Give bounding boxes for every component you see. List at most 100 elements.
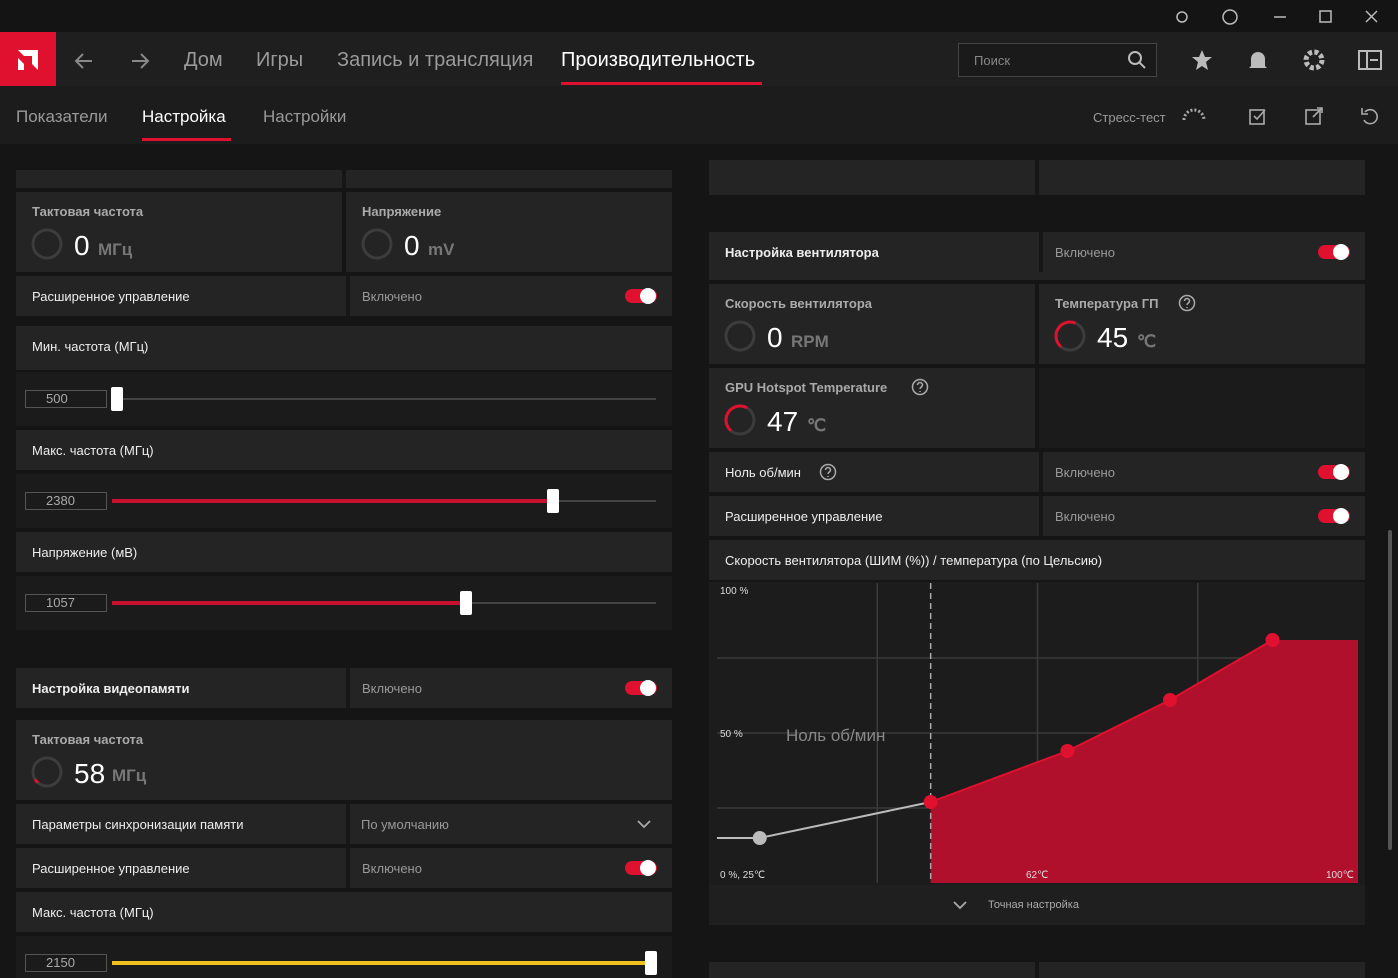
stress-test-icon[interactable] <box>1180 106 1208 124</box>
setting-value-cell <box>1039 496 1365 536</box>
setting-row <box>16 326 672 370</box>
scrollbar-thumb <box>1388 530 1392 850</box>
setting-label: Макс. частота (МГц) <box>32 443 154 458</box>
panel-bottom-split <box>1035 962 1039 978</box>
notifications-icon[interactable] <box>1246 48 1270 72</box>
metric-value: 58 <box>74 758 106 789</box>
setting-label: Расширенное управление <box>32 289 190 304</box>
panel-top-split <box>342 170 346 188</box>
sub-tab[interactable]: Настройки <box>263 107 347 126</box>
setting-state: Включено <box>362 289 422 304</box>
reset-icon[interactable] <box>1360 106 1380 126</box>
setting-label: Настройка вентилятора <box>725 245 879 260</box>
setting-value-cell <box>1039 452 1365 492</box>
setting-label: Мин. частота (МГц) <box>32 339 149 354</box>
sidebar-icon[interactable] <box>1358 50 1382 70</box>
export-icon[interactable] <box>1304 106 1324 126</box>
x-axis-label: 0 %, 25℃ <box>720 870 766 881</box>
amd-logo-mark <box>18 50 38 70</box>
window-controls[interactable] <box>1170 6 1390 28</box>
help-icon[interactable] <box>911 378 929 396</box>
toggle[interactable] <box>624 286 658 306</box>
metric-cell <box>709 284 1035 364</box>
favorites-icon[interactable] <box>1190 48 1214 72</box>
gauge <box>724 320 756 352</box>
metric-unit: mV <box>428 240 455 259</box>
toggle[interactable] <box>624 858 658 878</box>
help-icon[interactable] <box>819 463 837 481</box>
metric-label: Напряжение <box>362 204 442 219</box>
gauge <box>31 228 63 260</box>
slider-value-box[interactable] <box>25 390 107 408</box>
slider-value: 2150 <box>46 955 75 970</box>
sub-tab[interactable]: Показатели <box>16 107 108 126</box>
slider-fill <box>112 601 466 605</box>
apply-icon[interactable] <box>1248 106 1268 126</box>
search-box[interactable] <box>958 43 1157 77</box>
search-icon <box>1128 51 1146 69</box>
nav-tab[interactable]: Дом <box>184 49 223 71</box>
slider-thumb[interactable] <box>644 951 657 975</box>
slider-value: 1057 <box>46 595 75 610</box>
setting-value-cell <box>1039 232 1365 272</box>
setting-value-cell <box>346 276 672 316</box>
x-axis-label: 62℃ <box>1026 870 1049 881</box>
slider-fill <box>112 961 651 965</box>
sub-tab[interactable]: Настройка <box>142 107 226 126</box>
metric-unit: RPM <box>791 332 829 351</box>
toggle[interactable] <box>1317 242 1351 262</box>
x-axis-label: 100℃ <box>1326 870 1354 881</box>
slider-thumb[interactable] <box>546 489 559 513</box>
setting-state: Включено <box>362 681 422 696</box>
setting-label: Ноль об/мин <box>725 465 801 480</box>
dropdown-value: По умолчанию <box>361 817 449 832</box>
setting-label: Параметры синхронизации памяти <box>32 817 244 832</box>
metric-value: 0 <box>404 230 420 261</box>
setting-label: Расширенное управление <box>725 509 883 524</box>
y-axis-label: 50 % <box>720 729 743 740</box>
help-icon[interactable] <box>1178 294 1196 312</box>
fine-tune-link[interactable]: Точная настройка <box>988 899 1079 911</box>
dropdown-arrow <box>637 820 651 829</box>
slider-value-box[interactable] <box>25 954 107 972</box>
sub-active-underline <box>142 138 231 141</box>
fine-tune-row[interactable] <box>709 885 1365 925</box>
toggle[interactable] <box>1317 506 1351 526</box>
metric-label: GPU Hotspot Temperature <box>725 380 888 395</box>
panel-top-split <box>1035 160 1039 195</box>
slider-value-box[interactable] <box>25 594 107 612</box>
setting-label: Расширенное управление <box>32 861 190 876</box>
slider-value-box[interactable] <box>25 492 107 510</box>
metric-label: Тактовая частота <box>32 204 144 219</box>
nav-bar <box>0 32 1398 86</box>
gauge <box>361 228 393 260</box>
amd-logo <box>0 32 56 86</box>
setting-value-cell <box>346 668 672 708</box>
setting-label: Макс. частота (МГц) <box>32 905 154 920</box>
empty-cell <box>1039 368 1365 448</box>
setting-row <box>16 892 672 932</box>
metric-cell <box>1039 284 1365 364</box>
gauge <box>724 404 756 436</box>
slider-thumb[interactable] <box>111 387 124 411</box>
metric-cell <box>346 192 672 272</box>
metric-value: 0 <box>74 230 90 261</box>
toggle[interactable] <box>1317 462 1351 482</box>
setting-value-cell[interactable] <box>346 804 672 844</box>
settings-icon[interactable] <box>1302 48 1326 72</box>
slider-thumb[interactable] <box>459 591 472 615</box>
back-button[interactable] <box>72 50 96 72</box>
nav-tab[interactable]: Производительность <box>561 49 756 71</box>
slider-value: 500 <box>46 391 68 406</box>
nav-active-underline <box>561 82 762 85</box>
nav-tab[interactable]: Запись и трансляция <box>337 49 534 71</box>
toggle[interactable] <box>624 678 658 698</box>
metric-label: Скорость вентилятора <box>725 296 872 311</box>
metric-unit: МГц <box>98 240 133 259</box>
forward-button[interactable] <box>128 50 152 72</box>
setting-state: Включено <box>1055 465 1115 480</box>
nav-tab[interactable]: Игры <box>256 49 304 71</box>
stress-test-link[interactable]: Стресс-тест <box>1093 110 1166 125</box>
metric-value: 47 <box>767 406 799 437</box>
gauge <box>31 756 63 788</box>
